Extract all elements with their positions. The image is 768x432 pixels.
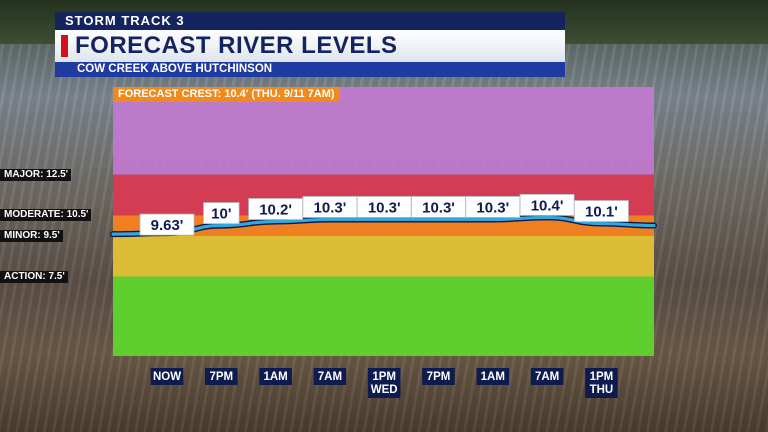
x-tick-label: 1PM <box>372 371 396 383</box>
stage-label-minor: MINOR: 9.5' <box>0 229 63 242</box>
x-tick-label: 1AM <box>263 371 287 383</box>
data-label-box <box>574 200 629 222</box>
stage-label-action: ACTION: 7.5' <box>0 270 68 283</box>
x-tick-box <box>585 368 618 398</box>
data-label: 10.4' <box>531 197 564 214</box>
data-label: 9.63' <box>151 217 184 234</box>
data-label-box <box>139 213 195 236</box>
x-tick-label: NOW <box>153 371 181 383</box>
x-tick-label: 7AM <box>535 371 559 383</box>
forecast-crest-label: FORECAST CREST: 10.4' (THU. 9/11 7AM) <box>113 87 340 102</box>
data-label: 10' <box>211 206 231 223</box>
data-label: 10.3' <box>368 199 401 216</box>
x-tick-box <box>313 368 347 385</box>
network-label: STORM TRACK 3 <box>55 12 565 30</box>
band-action <box>113 235 654 277</box>
data-label: 10.3' <box>422 199 455 216</box>
x-tick-box <box>205 368 238 385</box>
river-level-line <box>111 215 656 236</box>
x-tick-label: 1AM <box>481 371 505 383</box>
x-tick-label: 7PM <box>209 371 233 383</box>
x-tick-label: WED <box>371 384 398 396</box>
page-title: FORECAST RIVER LEVELS <box>75 32 398 59</box>
title-accent <box>61 35 68 57</box>
x-tick-box <box>530 368 564 385</box>
data-label: 10.2' <box>259 202 292 219</box>
x-tick-label: 7AM <box>318 371 342 383</box>
data-label: 10.3' <box>314 199 347 216</box>
x-tick-label: 1PM <box>590 371 614 383</box>
data-label-box <box>203 202 240 224</box>
stage-label-major: MAJOR: 12.5' <box>0 168 72 181</box>
data-label: 10.3' <box>476 199 509 216</box>
band-normal <box>113 276 654 356</box>
x-tick-box <box>367 368 401 398</box>
x-tick-box <box>259 368 292 385</box>
stage-label-moderate: MODERATE: 10.5' <box>0 209 92 222</box>
x-tick-box <box>422 368 455 385</box>
title-bar: FORECAST RIVER LEVELS <box>55 30 565 62</box>
x-tick-box <box>476 368 510 385</box>
x-tick-label: 7PM <box>427 371 451 383</box>
x-tick-label: THU <box>590 384 614 396</box>
x-tick-box <box>150 368 184 385</box>
data-label: 10.1' <box>585 204 618 221</box>
location-label: COW CREEK ABOVE HUTCHINSON <box>55 62 565 77</box>
